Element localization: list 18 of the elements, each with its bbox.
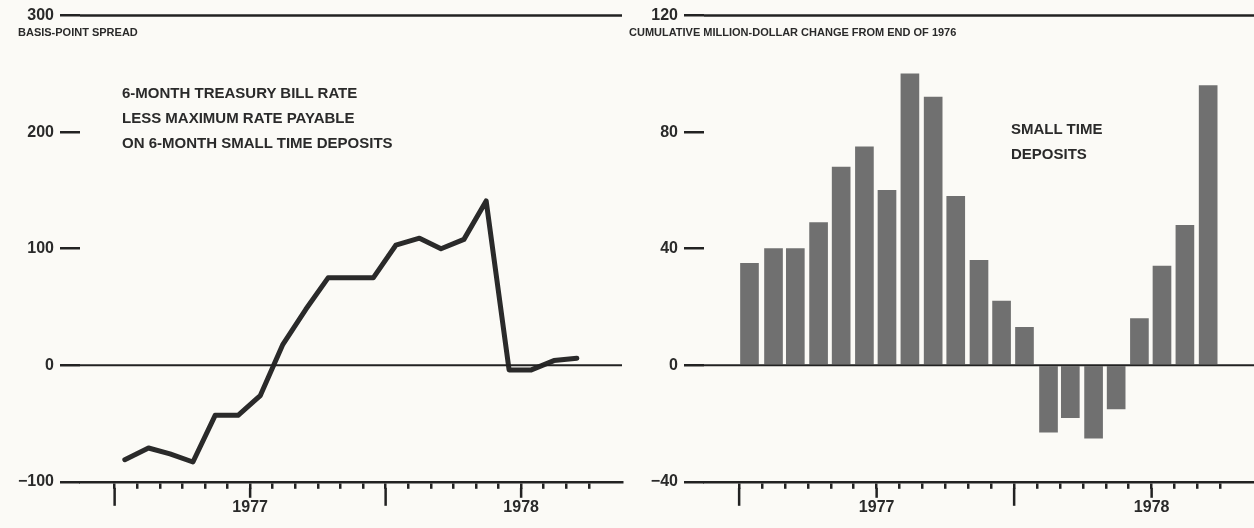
x-tick-label: 1978 [503, 497, 540, 515]
y-tick-label: 0 [45, 355, 55, 373]
y-axis-title: CUMULATIVE MILLION-DOLLAR CHANGE FROM END OF 1976 [629, 26, 957, 39]
x-tick-label: 1977 [232, 497, 269, 515]
x-tick-label: 1978 [1133, 497, 1170, 515]
y-tick-label: 80 [660, 122, 679, 140]
y-tick-label: 40 [660, 239, 679, 257]
x-tick-label: 1977 [858, 497, 895, 515]
y-tick-label: 100 [27, 239, 55, 257]
y-tick-label: 200 [27, 122, 55, 140]
annotation: SMALL TIME DEPOSITS [1011, 119, 1103, 162]
y-tick-label: 120 [651, 6, 679, 24]
y-tick-label: −100 [17, 472, 55, 490]
y-axis-title: BASIS-POINT SPREAD [18, 26, 138, 39]
y-tick-label: −40 [650, 472, 679, 490]
y-tick-label: 0 [669, 355, 679, 373]
annotation: 6-MONTH TREASURY BILL RATE LESS MAXIMUM RATE PAYABLE ON 6-MONTH SMALL TIME DEPOSITS [122, 83, 393, 151]
y-tick-label: 300 [27, 6, 55, 24]
